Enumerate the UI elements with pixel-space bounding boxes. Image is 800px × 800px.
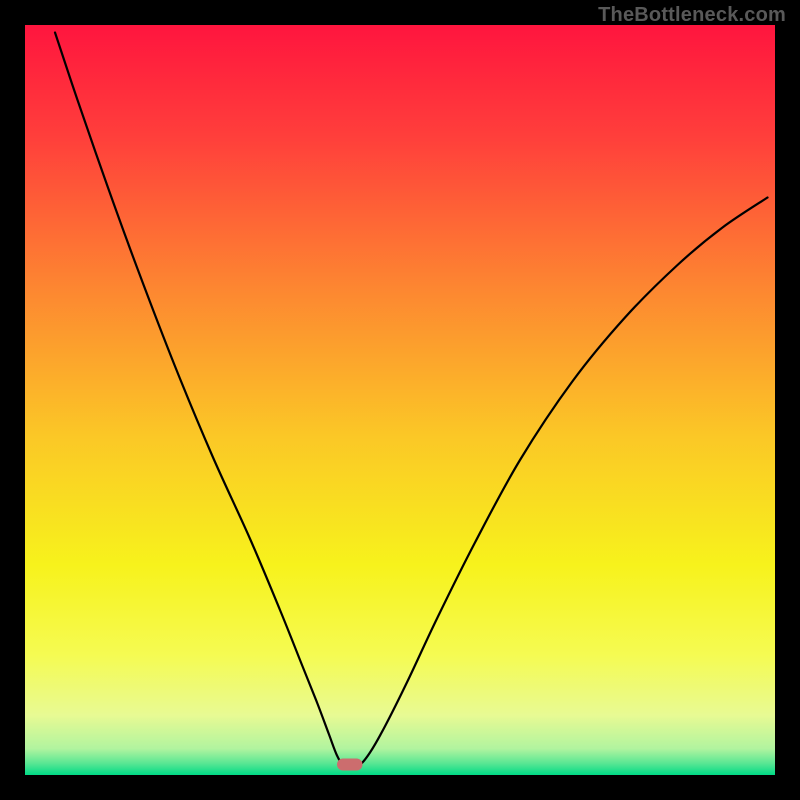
chart-container: TheBottleneck.com [0, 0, 800, 800]
plot-area [25, 25, 775, 775]
plot-background [25, 25, 775, 775]
watermark-text: TheBottleneck.com [598, 4, 786, 27]
bottleneck-chart [25, 25, 775, 775]
minimum-marker [337, 759, 363, 771]
